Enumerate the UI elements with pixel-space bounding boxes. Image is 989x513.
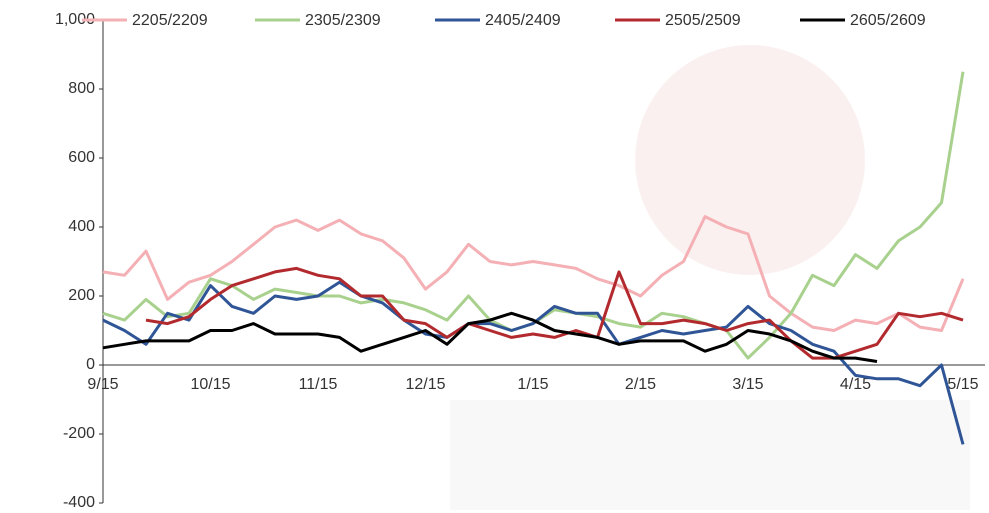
legend-label: 2605/2609 [850, 12, 926, 29]
series-line [102, 215, 965, 332]
y-tick-label: 1,000 [55, 11, 95, 28]
x-tick-label: 3/15 [732, 376, 763, 393]
x-tick-label: 5/15 [947, 376, 978, 393]
y-tick-label: 0 [86, 356, 95, 373]
legend-label: 2505/2509 [665, 12, 741, 29]
series-line [145, 266, 964, 360]
x-tick-label: 10/15 [190, 376, 230, 393]
series-line [102, 311, 878, 363]
x-tick-label: 12/15 [405, 376, 445, 393]
legend-label: 2205/2209 [132, 12, 208, 29]
x-tick-label: 9/15 [87, 376, 118, 393]
y-tick-label: 800 [68, 80, 95, 97]
series-line [102, 280, 965, 445]
watermark [450, 45, 970, 510]
x-tick-label: 11/15 [299, 376, 338, 393]
y-tick-label: -400 [63, 494, 95, 511]
y-tick-label: 400 [68, 218, 95, 235]
legend-label: 2305/2309 [305, 12, 381, 29]
y-tick-label: 600 [68, 149, 95, 166]
x-tick-label: 2/15 [625, 376, 656, 393]
y-tick-label: 200 [68, 287, 95, 304]
x-tick-label: 4/15 [840, 376, 871, 393]
legend-label: 2405/2409 [485, 12, 561, 29]
y-tick-label: -200 [63, 425, 95, 442]
x-tick-label: 1/15 [517, 376, 548, 393]
